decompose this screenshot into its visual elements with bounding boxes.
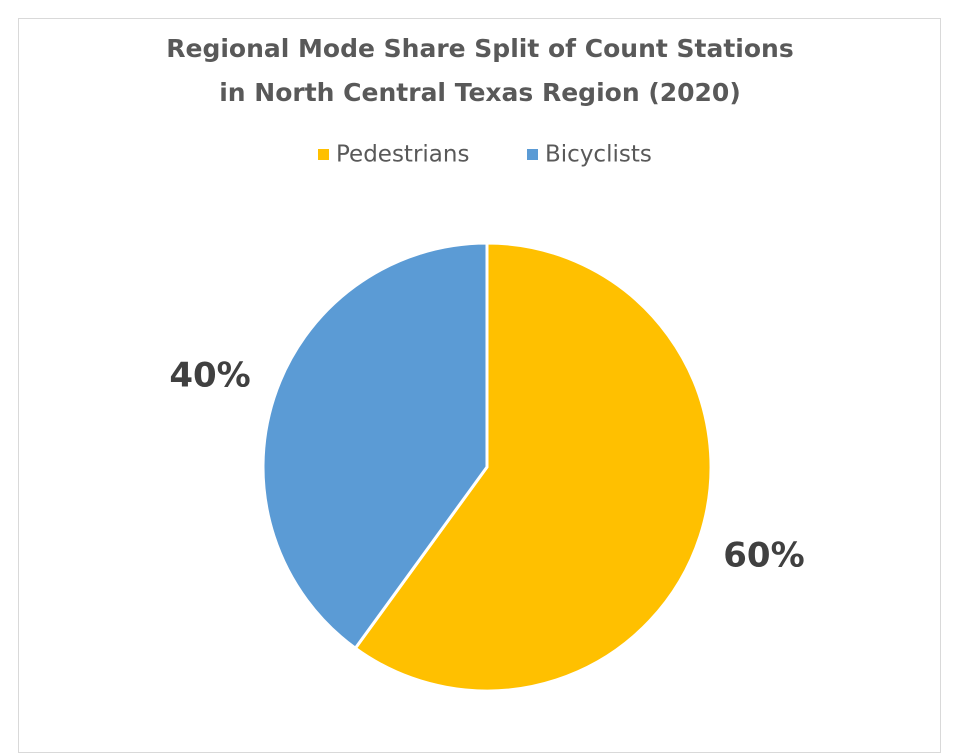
legend-swatch bbox=[527, 149, 538, 160]
data-label: 60% bbox=[723, 535, 804, 575]
legend-swatch bbox=[318, 149, 329, 160]
legend-label: Pedestrians bbox=[336, 142, 469, 168]
chart-title: in North Central Texas Region (2020) bbox=[219, 78, 741, 107]
pie-slice bbox=[353, 241, 713, 693]
data-label: 40% bbox=[169, 356, 250, 396]
chart-title: Regional Mode Share Split of Count Stati… bbox=[166, 34, 793, 63]
legend-label: Bicyclists bbox=[545, 142, 652, 168]
pie-slice bbox=[261, 241, 489, 650]
